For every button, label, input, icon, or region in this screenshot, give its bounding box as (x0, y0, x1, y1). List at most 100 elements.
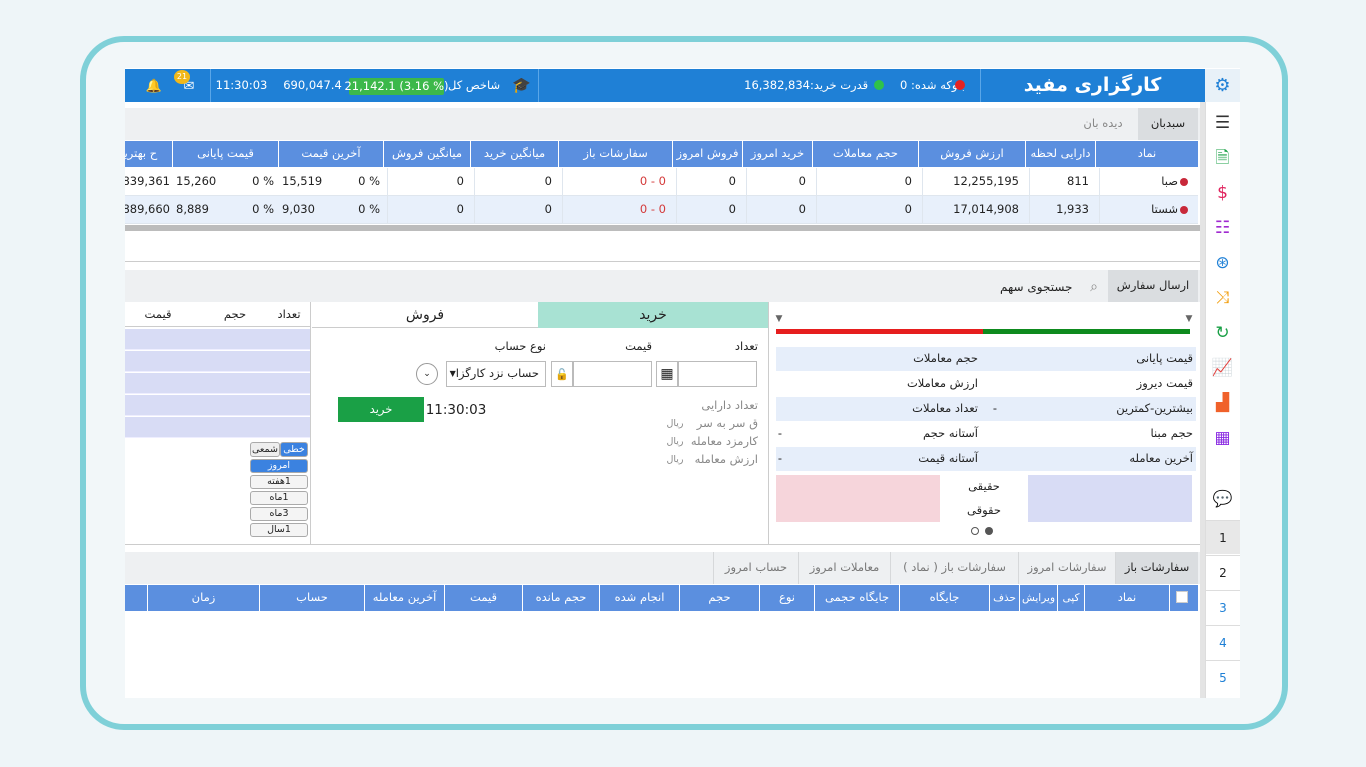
cell: 0 (474, 168, 552, 196)
cell: 0 (387, 196, 464, 224)
chat-icon[interactable]: 💬 (1212, 489, 1233, 508)
cell: 1,933 (1029, 196, 1089, 224)
page-button[interactable]: 2 (1206, 555, 1240, 589)
pager-dot[interactable] (971, 527, 979, 535)
column-header: قیمت (445, 585, 523, 611)
range-button[interactable]: 3ماه (250, 507, 308, 521)
sidebar-icon[interactable]: ☰ (1214, 112, 1231, 133)
column-header: سفارشات باز (558, 141, 672, 167)
column-header: حجم (680, 585, 760, 611)
sidebar-icon[interactable]: ⊛ (1215, 252, 1230, 273)
blocked: بلوکه شده: 0 (900, 78, 965, 93)
detail-label: ق سر به سر (696, 415, 758, 430)
cell: 8,889 (176, 202, 209, 217)
sell-tab[interactable]: فروش (312, 302, 538, 328)
brand: کارگزاری مفید (1023, 74, 1162, 96)
cell: 0 - 0 (562, 168, 666, 196)
book-row (125, 329, 310, 350)
page-button[interactable]: 3 (1206, 590, 1240, 624)
buy-tab[interactable]: خرید (538, 302, 768, 328)
column-header: خرید امروز (742, 141, 812, 167)
tab[interactable]: سبدبان (1138, 108, 1198, 140)
account-select[interactable]: حساب نزد کارگزا ▼ (446, 361, 546, 387)
tab[interactable]: ارسال سفارش (1108, 270, 1198, 302)
sidebar-icon[interactable]: ☷ (1214, 217, 1231, 238)
detail-label: کارمزد معامله (690, 433, 758, 448)
dropdown-arrow: ▼ (1185, 313, 1193, 324)
cell: 0 (676, 196, 736, 224)
buy-button[interactable]: خرید (338, 397, 424, 422)
tab[interactable]: سفارشات باز ( نماد ) (890, 552, 1018, 584)
book-row (125, 373, 310, 394)
cell: 17,014,908 (922, 196, 1019, 224)
cell: 0 % (252, 174, 274, 189)
field-label: تعداد (734, 339, 758, 354)
table-row (125, 168, 1198, 196)
page-button[interactable]: 5 (1206, 660, 1240, 694)
range-button[interactable]: امروز (250, 459, 308, 473)
sell-bar (776, 329, 983, 334)
column-header: کپی (1058, 585, 1085, 611)
info-row (776, 372, 1196, 396)
tab[interactable]: سفارشات باز (1115, 552, 1198, 584)
tab[interactable]: معاملات امروز (798, 552, 890, 584)
info-value: - (777, 426, 783, 441)
field-label: قیمت (625, 339, 652, 354)
column-header: ارزش فروش (918, 141, 1025, 167)
lock-icon[interactable]: 🔓 (551, 361, 573, 387)
sidebar-icon[interactable]: $ (1217, 182, 1228, 203)
search-input[interactable]: جستجوی سهم (1000, 279, 1073, 294)
label: حقوقی (967, 502, 1001, 517)
divider (768, 302, 769, 545)
tab-strip (125, 270, 1200, 302)
chart-type-button[interactable]: خطی (280, 442, 308, 457)
bell-icon[interactable]: 🔔 (145, 78, 163, 94)
settings[interactable]: ⚙ (1205, 69, 1240, 102)
select-all[interactable] (1176, 591, 1188, 603)
tab[interactable]: حساب امروز (713, 552, 798, 584)
chart-type-button[interactable]: شمعی (250, 442, 280, 457)
column-header: زمان (148, 585, 260, 611)
column-header: ح بهترین (125, 141, 172, 167)
tab[interactable]: سفارشات امروز (1018, 552, 1115, 584)
scrollbar (1200, 102, 1205, 698)
info-label: ارزش معاملات (906, 376, 978, 391)
range-button[interactable]: 1ماه (250, 491, 308, 505)
quantity-input[interactable] (678, 361, 757, 387)
pager-dot[interactable] (985, 527, 993, 535)
sidebar-icon[interactable]: ↻ (1215, 322, 1230, 343)
order-time: 11:30:03 (425, 402, 487, 419)
tab[interactable]: دیده بان (1083, 116, 1123, 131)
column-header: حساب (260, 585, 365, 611)
sidebar-icon[interactable]: ▟ (1215, 392, 1230, 413)
index-value: 690,047.4 (283, 78, 342, 93)
column-header: فروش امروز (672, 141, 742, 167)
cell: 889,660 (125, 202, 170, 217)
academy-icon[interactable]: 🎓 (512, 76, 531, 94)
range-button[interactable]: 1هفته (250, 475, 308, 489)
dropdown-button[interactable]: ⌄ (416, 363, 438, 385)
range-button[interactable]: 1سال (250, 523, 308, 537)
info-row (776, 447, 1196, 471)
sidebar-icon[interactable]: ⤨ (1215, 287, 1230, 308)
detail-unit: ریال (666, 417, 684, 429)
price-input[interactable] (573, 361, 652, 387)
table-row (125, 196, 1198, 224)
cell: 839,361 (125, 174, 170, 189)
sidebar-icon[interactable]: 📈 (1211, 357, 1234, 378)
mail-icon[interactable]: ✉ (183, 78, 195, 94)
page-button[interactable]: 1 (1206, 520, 1240, 554)
real-legal-buy (1028, 475, 1192, 522)
page-button[interactable]: 4 (1206, 625, 1240, 659)
cell: 0 (474, 196, 552, 224)
index-change: 21,142.1 (3.16 %) (344, 78, 449, 95)
sidebar-icon[interactable]: ▦ (1214, 427, 1231, 448)
arrow: ▼ (449, 369, 456, 378)
column-header: میانگین خرید (470, 141, 558, 167)
cell: 0 (816, 196, 912, 224)
book-row (125, 395, 310, 416)
sidebar-icon[interactable]: 🗎 (1215, 147, 1230, 168)
info-row (776, 422, 1196, 446)
calculator-icon[interactable]: ▦ (656, 361, 678, 387)
